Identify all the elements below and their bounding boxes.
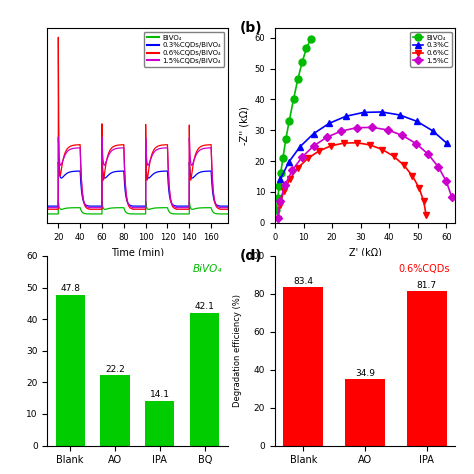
Text: (d): (d) (239, 249, 262, 263)
1.5%C (444, 179, 449, 184)
Legend: BiVO₄, 0.3%CQDs/BiVO₄, 0.6%CQDs/BiVO₄, 1.5%CQDs/BiVO₄: BiVO₄, 0.3%CQDs/BiVO₄, 0.6%CQDs/BiVO₄, 1… (144, 32, 224, 67)
Line: BiVO₄: BiVO₄ (273, 36, 314, 214)
BiVO₄ (291, 97, 296, 102)
Bar (345, 379, 385, 446)
Y-axis label: -Z'' (kΩ): -Z'' (kΩ) (239, 106, 249, 145)
Text: 22.2: 22.2 (105, 365, 125, 374)
1.5%C (275, 215, 281, 221)
Text: 0.6%CQDs: 0.6%CQDs (398, 264, 450, 273)
Line: 0.3%C: 0.3%C (277, 109, 450, 183)
Bar (55, 294, 85, 446)
0.3%C (286, 159, 292, 165)
Legend: BiVO₄, 0.3%C, 0.6%C, 1.5%C: BiVO₄, 0.3%C, 0.6%C, 1.5%C (410, 32, 452, 67)
Text: 81.7: 81.7 (417, 281, 437, 290)
1.5%C (310, 143, 316, 149)
0.6%C (416, 185, 422, 191)
BiVO₄ (275, 195, 281, 201)
Text: BiVO₄: BiVO₄ (193, 264, 222, 273)
0.3%C (326, 120, 332, 126)
Bar (100, 375, 129, 446)
Bar (283, 287, 323, 446)
1.5%C (413, 141, 419, 146)
1.5%C (290, 168, 295, 173)
BiVO₄ (278, 171, 283, 176)
0.6%C (275, 216, 281, 222)
0.3%C (430, 128, 436, 134)
0.6%C (401, 163, 407, 168)
Text: 42.1: 42.1 (195, 302, 215, 311)
0.6%C (287, 176, 293, 182)
0.3%C (297, 144, 303, 149)
BiVO₄ (283, 137, 289, 142)
1.5%C (400, 133, 405, 138)
0.6%C (281, 189, 287, 194)
0.6%C (367, 142, 373, 148)
0.6%C (354, 140, 360, 146)
Bar (407, 291, 447, 446)
BiVO₄ (276, 183, 282, 189)
BiVO₄ (280, 155, 286, 161)
BiVO₄ (308, 36, 313, 42)
1.5%C (385, 127, 391, 133)
0.6%C (410, 173, 415, 179)
1.5%C (436, 164, 441, 170)
0.6%C (421, 199, 427, 204)
1.5%C (299, 155, 305, 160)
0.3%C (444, 140, 449, 146)
1.5%C (324, 134, 330, 140)
X-axis label: Time (min): Time (min) (111, 247, 164, 257)
0.6%C (316, 148, 322, 154)
0.3%C (311, 131, 317, 137)
0.3%C (343, 113, 349, 119)
0.3%C (277, 176, 283, 182)
0.6%C (277, 202, 283, 208)
Bar (146, 401, 174, 446)
0.3%C (414, 118, 419, 124)
BiVO₄ (299, 60, 305, 65)
Text: 47.8: 47.8 (60, 284, 80, 293)
1.5%C (354, 125, 359, 130)
0.6%C (328, 143, 334, 149)
1.5%C (369, 125, 375, 130)
Y-axis label: Degradation efficiency (%): Degradation efficiency (%) (233, 294, 242, 407)
1.5%C (425, 151, 431, 157)
0.6%C (380, 146, 385, 152)
BiVO₄ (303, 46, 309, 51)
Text: (b): (b) (239, 21, 262, 36)
1.5%C (282, 182, 288, 188)
X-axis label: Z' (kΩ): Z' (kΩ) (348, 247, 382, 257)
Line: 0.6%C: 0.6%C (274, 139, 429, 222)
0.6%C (341, 140, 347, 146)
BiVO₄ (273, 208, 279, 213)
1.5%C (449, 194, 455, 200)
BiVO₄ (295, 76, 301, 82)
Text: 14.1: 14.1 (150, 391, 170, 400)
0.6%C (305, 155, 310, 161)
0.3%C (379, 109, 384, 115)
0.6%C (295, 165, 301, 171)
Text: 34.9: 34.9 (355, 369, 375, 378)
BiVO₄ (286, 118, 292, 124)
0.3%C (397, 112, 402, 118)
Line: 1.5%C: 1.5%C (275, 124, 455, 221)
0.6%C (423, 212, 429, 218)
0.3%C (361, 109, 366, 115)
0.6%C (391, 154, 397, 159)
Bar (190, 312, 219, 446)
1.5%C (338, 128, 344, 134)
Text: 83.4: 83.4 (293, 277, 313, 286)
1.5%C (277, 199, 283, 204)
